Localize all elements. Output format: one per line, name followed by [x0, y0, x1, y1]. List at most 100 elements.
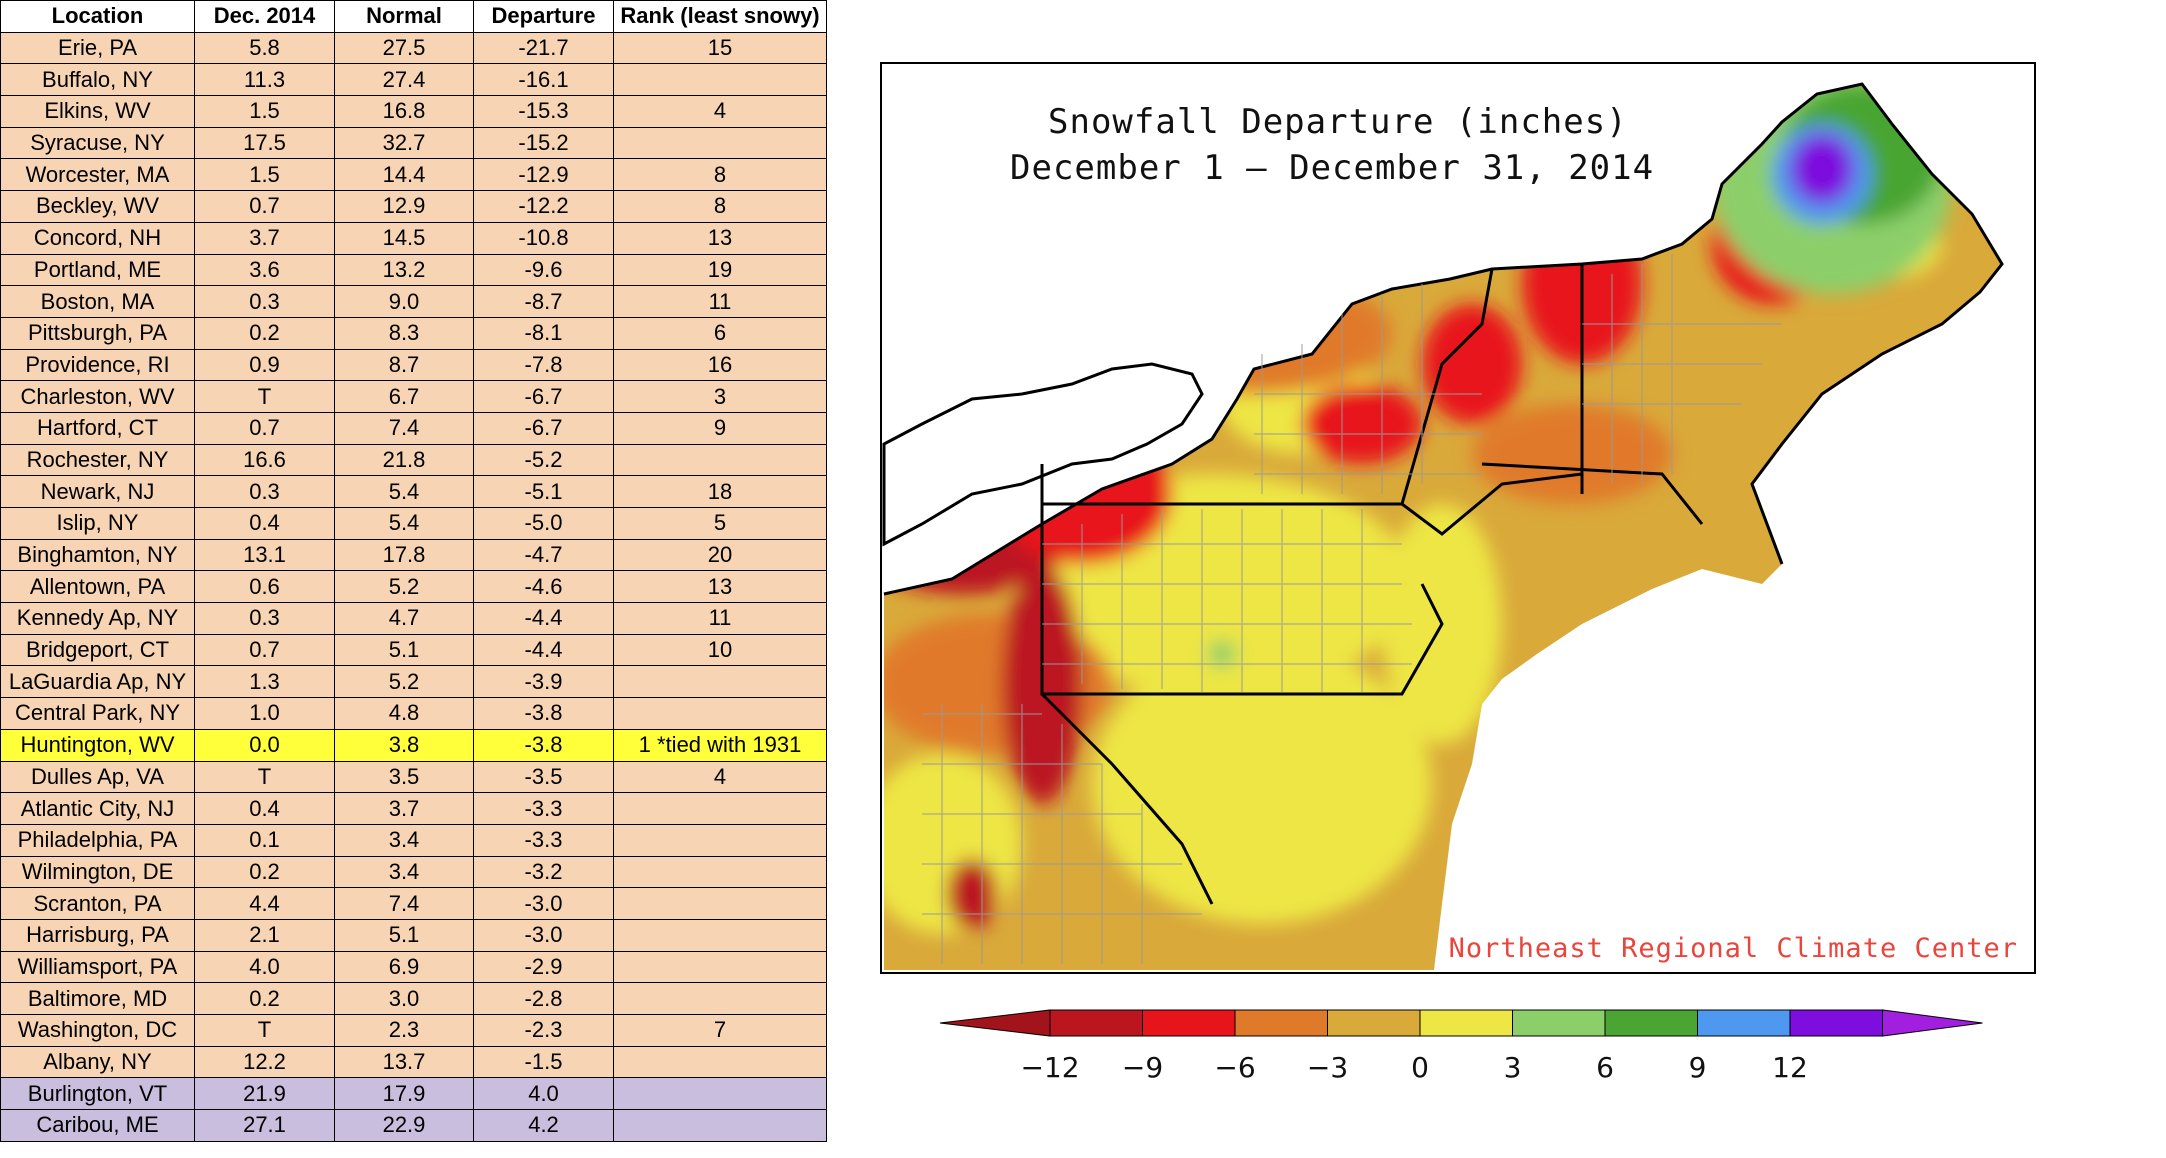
- cell-rank: [613, 823, 827, 857]
- cell-departure: -3.3: [473, 792, 614, 825]
- cell-normal: 3.0: [334, 982, 474, 1015]
- cell-normal: 21.8: [334, 443, 474, 477]
- contour-green-vt: [1317, 194, 1367, 274]
- legend-bin: [1419, 1009, 1513, 1037]
- cell-departure: 4.2: [473, 1109, 614, 1142]
- cell-location: Central Park, NY: [0, 697, 195, 730]
- cell-departure: -2.8: [473, 982, 614, 1015]
- table-row: Albany, NY 12.2 13.7 -1.5: [0, 1045, 827, 1079]
- cell-departure: -12.9: [473, 158, 614, 192]
- cell-location: Harrisburg, PA: [0, 918, 195, 952]
- cell-normal: 3.5: [334, 760, 474, 794]
- cell-departure: -2.9: [473, 950, 614, 984]
- cell-normal: 5.4: [334, 507, 474, 540]
- cell-location: Allentown, PA: [0, 570, 195, 604]
- cell-normal: 2.3: [334, 1014, 474, 1047]
- cell-location: Scranton, PA: [0, 887, 195, 920]
- cell-dec-2014: 16.6: [194, 443, 335, 477]
- cell-dec-2014: 0.6: [194, 570, 335, 604]
- cell-dec-2014: 0.1: [194, 823, 335, 857]
- cell-departure: -3.8: [473, 728, 614, 762]
- cell-rank: 19: [613, 253, 827, 287]
- cell-normal: 22.9: [334, 1109, 474, 1142]
- cell-rank: 10: [613, 633, 827, 667]
- cell-location: Buffalo, NY: [0, 63, 195, 97]
- table-row: Harrisburg, PA 2.1 5.1 -3.0: [0, 918, 827, 952]
- cell-departure: -3.3: [473, 823, 614, 857]
- cell-dec-2014: 0.3: [194, 285, 335, 318]
- table-row: Portland, ME 3.6 13.2 -9.6 19: [0, 253, 827, 287]
- cell-dec-2014: 5.8: [194, 31, 335, 65]
- table-row: Erie, PA 5.8 27.5 -21.7 15: [0, 31, 827, 65]
- table-header-row: Location Dec. 2014 Normal Departure Rank…: [0, 0, 827, 33]
- cell-normal: 5.1: [334, 633, 474, 667]
- cell-location: Rochester, NY: [0, 443, 195, 477]
- color-legend: −12 −9 −6 −3 0 3 6 9 12: [939, 1009, 1983, 1084]
- table-row: Huntington, WV 0.0 3.8 -3.8 1 *tied with 193…: [0, 728, 827, 762]
- header-dec-2014: Dec. 2014: [194, 0, 335, 33]
- cell-normal: 3.7: [334, 792, 474, 825]
- cell-departure: -4.4: [473, 602, 614, 635]
- cell-dec-2014: 0.7: [194, 633, 335, 667]
- contour-yellow-south: [1092, 644, 1432, 924]
- table-row: Rochester, NY 16.6 21.8 -5.2: [0, 443, 827, 477]
- cell-location: Dulles Ap, VA: [0, 760, 195, 794]
- cell-normal: 5.2: [334, 665, 474, 699]
- cell-rank: [613, 443, 827, 477]
- table-row: Beckley, WV 0.7 12.9 -12.2 8: [0, 190, 827, 223]
- cell-rank: 8: [613, 158, 827, 192]
- cell-departure: -3.0: [473, 918, 614, 952]
- cell-location: Syracuse, NY: [0, 126, 195, 160]
- cell-location: Charleston, WV: [0, 380, 195, 413]
- cell-location: Elkins, WV: [0, 95, 195, 128]
- cell-rank: 13: [613, 570, 827, 604]
- cell-normal: 3.4: [334, 823, 474, 857]
- legend-bin: [1789, 1009, 1883, 1037]
- cell-location: Wilmington, DE: [0, 855, 195, 889]
- table-row: Kennedy Ap, NY 0.3 4.7 -4.4 11: [0, 602, 827, 635]
- table-row: Elkins, WV 1.5 16.8 -15.3 4: [0, 95, 827, 128]
- legend-tick-label: −12: [1020, 1051, 1079, 1084]
- cell-rank: [613, 1109, 827, 1142]
- cell-normal: 27.4: [334, 63, 474, 97]
- legend-tick-label: 0: [1411, 1051, 1429, 1084]
- legend-tick-label: −3: [1307, 1051, 1348, 1084]
- legend-bin: [1604, 1009, 1698, 1037]
- legend-bin: [1049, 1009, 1143, 1037]
- table-row: Washington, DC T 2.3 -2.3 7: [0, 1014, 827, 1047]
- cell-departure: -6.7: [473, 380, 614, 413]
- cell-departure: -16.1: [473, 63, 614, 97]
- cell-normal: 9.0: [334, 285, 474, 318]
- contour-red-hudson: [1302, 384, 1422, 464]
- map-graphic: [882, 82, 2004, 970]
- cell-location: Hartford, CT: [0, 411, 195, 445]
- table-row: Scranton, PA 4.4 7.4 -3.0: [0, 887, 827, 920]
- cell-normal: 17.8: [334, 538, 474, 572]
- cell-rank: [613, 665, 827, 699]
- cell-rank: 18: [613, 475, 827, 508]
- table-row: Concord, NH 3.7 14.5 -10.8 13: [0, 221, 827, 255]
- cell-location: Providence, RI: [0, 348, 195, 382]
- table-row: Central Park, NY 1.0 4.8 -3.8: [0, 697, 827, 730]
- cell-departure: -8.1: [473, 316, 614, 350]
- legend-tick-label: −6: [1214, 1051, 1255, 1084]
- table-row: Buffalo, NY 11.3 27.4 -16.1: [0, 63, 827, 97]
- cell-departure: -15.3: [473, 95, 614, 128]
- lake-ontario: [882, 362, 1204, 547]
- cell-dec-2014: 4.4: [194, 887, 335, 920]
- cell-departure: 4.0: [473, 1077, 614, 1111]
- cell-normal: 32.7: [334, 126, 474, 160]
- legend-bin: [1697, 1009, 1791, 1037]
- cell-location: Huntington, WV: [0, 728, 195, 762]
- cell-dec-2014: 13.1: [194, 538, 335, 572]
- snowfall-table: Location Dec. 2014 Normal Departure Rank…: [0, 0, 827, 1142]
- cell-location: Atlantic City, NJ: [0, 792, 195, 825]
- table-row: Bridgeport, CT 0.7 5.1 -4.4 10: [0, 633, 827, 667]
- cell-location: Beckley, WV: [0, 190, 195, 223]
- cell-departure: -3.2: [473, 855, 614, 889]
- table-row: Binghamton, NY 13.1 17.8 -4.7 20: [0, 538, 827, 572]
- cell-dec-2014: 0.3: [194, 475, 335, 508]
- cell-rank: 3: [613, 380, 827, 413]
- cell-rank: 7: [613, 1014, 827, 1047]
- legend-bin: [1234, 1009, 1328, 1037]
